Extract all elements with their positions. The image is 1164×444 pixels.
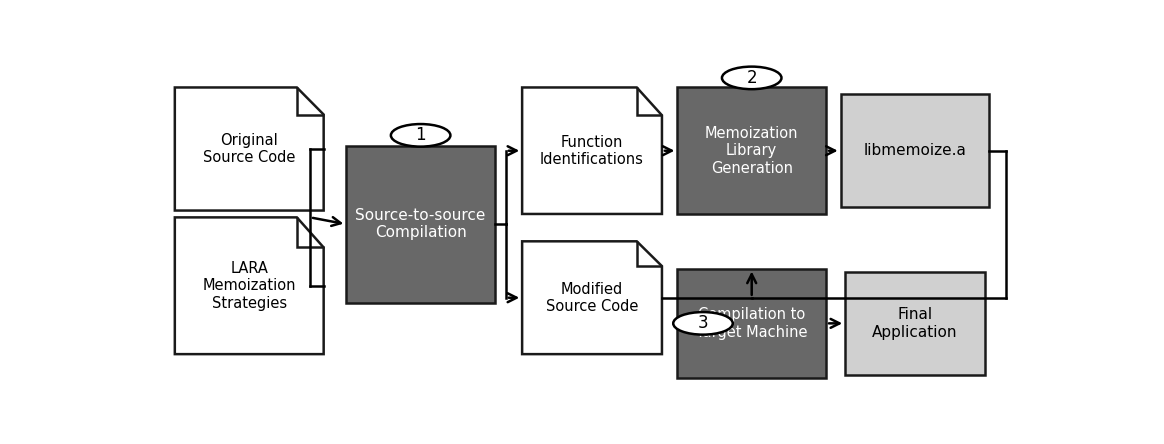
Polygon shape: [523, 87, 662, 214]
Text: Compilation to
Target Machine: Compilation to Target Machine: [696, 307, 808, 340]
Text: Modified
Source Code: Modified Source Code: [546, 281, 638, 314]
FancyBboxPatch shape: [346, 146, 495, 303]
Text: 3: 3: [697, 314, 709, 333]
Text: libmemoize.a: libmemoize.a: [864, 143, 966, 158]
Text: 1: 1: [416, 127, 426, 144]
FancyBboxPatch shape: [840, 94, 989, 207]
Polygon shape: [523, 242, 662, 354]
Text: Function
Identifications: Function Identifications: [540, 135, 644, 167]
Polygon shape: [175, 87, 324, 210]
FancyBboxPatch shape: [845, 272, 985, 375]
Text: Source-to-source
Compilation: Source-to-source Compilation: [355, 208, 485, 240]
FancyBboxPatch shape: [677, 269, 826, 378]
Text: Original
Source Code: Original Source Code: [203, 133, 296, 165]
Text: Final
Application: Final Application: [872, 307, 958, 340]
Text: Memoization
Library
Generation: Memoization Library Generation: [705, 126, 799, 176]
FancyBboxPatch shape: [677, 87, 826, 214]
Circle shape: [673, 312, 733, 335]
Polygon shape: [175, 218, 324, 354]
Text: 2: 2: [746, 69, 757, 87]
Text: LARA
Memoization
Strategies: LARA Memoization Strategies: [203, 261, 296, 311]
Circle shape: [722, 67, 781, 89]
Circle shape: [391, 124, 450, 147]
